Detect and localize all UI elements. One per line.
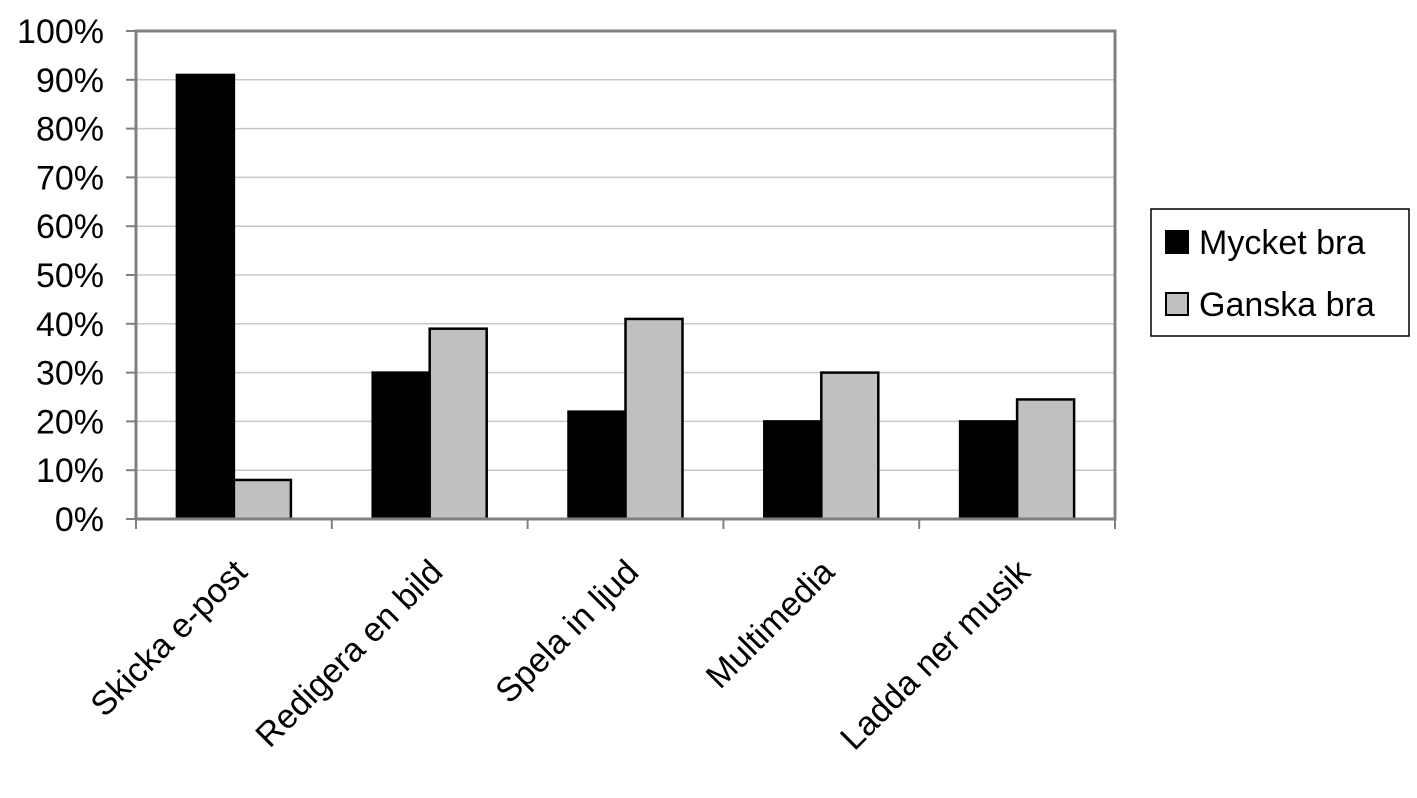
y-tick-label: 50%: [36, 257, 104, 295]
legend-label: Ganska bra: [1199, 286, 1375, 324]
bar-mycket-bra: [371, 371, 431, 521]
y-tick-label: 90%: [36, 62, 104, 100]
legend-swatch: [1165, 230, 1189, 254]
bar-ganska-bra: [820, 371, 880, 521]
legend-box: [1150, 208, 1410, 337]
bar-mycket-bra: [175, 73, 236, 521]
y-tick-label: 40%: [36, 306, 104, 344]
gridlines: [136, 79, 1115, 471]
y-tick-label: 20%: [36, 403, 104, 441]
legend-swatch: [1165, 292, 1189, 316]
x-category-label: Multimedia: [699, 553, 842, 696]
y-tick-label: 0%: [55, 501, 104, 539]
bar-ganska-bra: [232, 478, 293, 521]
x-category-label: Redigera en bild: [248, 553, 450, 755]
x-category-label: Spela in ljud: [488, 553, 646, 711]
y-tick-label: 60%: [36, 208, 104, 246]
y-tick-label: 30%: [36, 355, 104, 393]
y-axis: 0% 10% 20% 30% 40% 50% 60% 70% 80% 90% 100%: [17, 13, 136, 539]
legend: Mycket bra Ganska bra: [1150, 208, 1410, 337]
y-tick-label: 80%: [36, 111, 104, 149]
bar-ganska-bra: [1015, 398, 1076, 521]
x-category-label: Ladda ner musik: [833, 552, 1038, 757]
bar-mycket-bra: [763, 420, 823, 521]
bar-mycket-bra: [958, 420, 1019, 521]
y-tick-label: 70%: [36, 159, 104, 197]
bar-ganska-bra: [624, 317, 684, 521]
x-category-label: Skicka e-post: [83, 552, 255, 724]
legend-label: Mycket bra: [1199, 224, 1365, 262]
bar-mycket-bra: [567, 410, 627, 521]
bar-ganska-bra: [428, 327, 488, 521]
bars: [175, 73, 1076, 521]
y-tick-label: 100%: [17, 13, 104, 51]
y-tick-label: 10%: [36, 452, 104, 490]
